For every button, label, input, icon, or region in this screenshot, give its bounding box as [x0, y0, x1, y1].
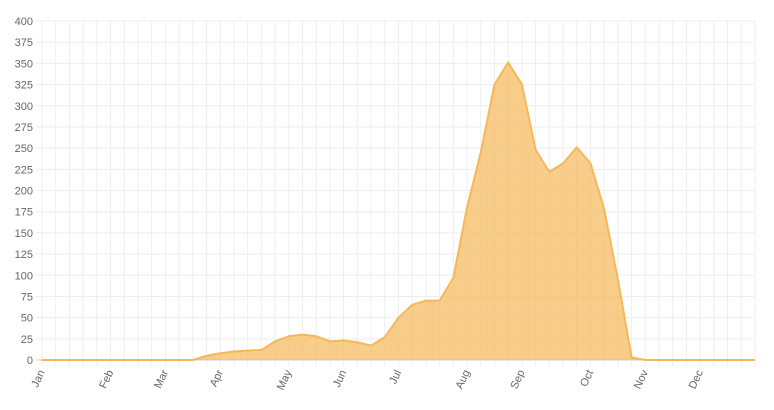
- x-tick-label: Jan: [29, 368, 47, 389]
- y-tick-label: 125: [15, 249, 33, 261]
- y-tick-label: 25: [21, 334, 33, 346]
- area: [42, 62, 755, 361]
- x-tick-label: Aug: [454, 368, 473, 391]
- x-tick-label: Apr: [208, 368, 226, 389]
- y-tick-label: 200: [15, 186, 33, 198]
- x-tick-label: Mar: [152, 368, 171, 391]
- x-tick-label: May: [275, 368, 295, 392]
- line: [42, 60, 755, 361]
- x-tick-label: Oct: [578, 368, 596, 389]
- y-tick-label: 0: [27, 355, 33, 367]
- x-tick-label: Sep: [508, 368, 527, 391]
- x-tick-label: Jun: [331, 368, 349, 389]
- y-tick-label: 275: [15, 122, 33, 134]
- x-tick-label: Nov: [632, 368, 651, 391]
- y-tick-label: 300: [15, 101, 33, 113]
- x-tick-label: Dec: [687, 368, 706, 391]
- x-tick-label: Jul: [387, 368, 404, 386]
- y-tick-label: 100: [15, 270, 33, 282]
- y-tick-label: 75: [21, 291, 33, 303]
- y-tick-label: 350: [15, 58, 33, 70]
- y-tick-label: 225: [15, 164, 33, 176]
- y-tick-label: 150: [15, 228, 33, 240]
- y-tick-label: 50: [21, 313, 33, 325]
- y-tick-label: 375: [15, 37, 33, 49]
- y-tick-label: 175: [15, 207, 33, 219]
- x-tick-label: Feb: [97, 368, 116, 390]
- y-tick-label: 400: [15, 16, 33, 28]
- y-tick-label: 250: [15, 143, 33, 155]
- y-tick-label: 325: [15, 80, 33, 92]
